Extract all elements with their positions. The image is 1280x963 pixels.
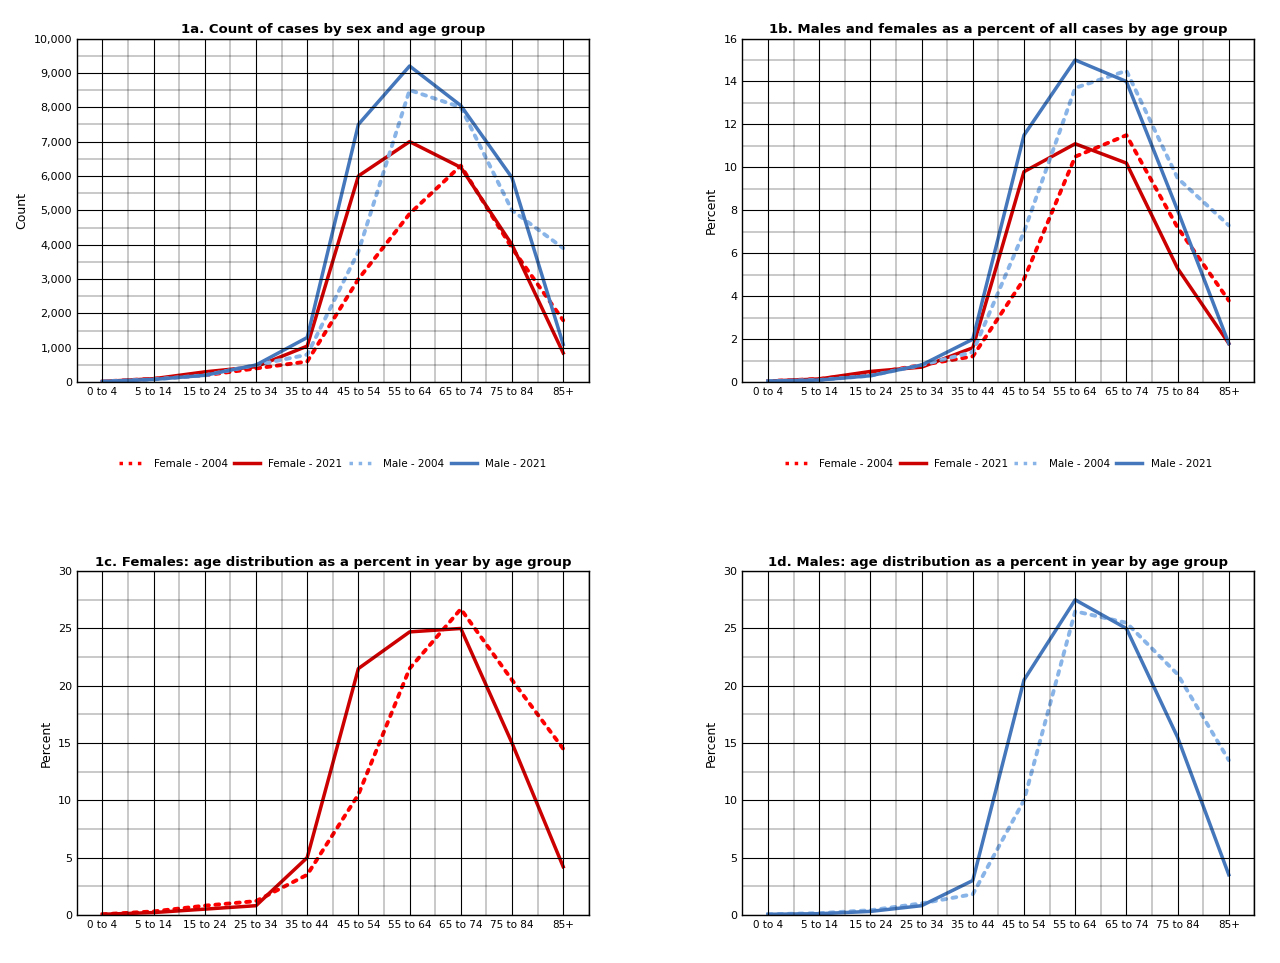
Legend: 2004, 2021: 2004, 2021 <box>248 961 417 963</box>
Title: 1a. Count of cases by sex and age group: 1a. Count of cases by sex and age group <box>180 23 485 36</box>
Legend: Female - 2004, Female - 2021, Male - 2004, Male - 2021: Female - 2004, Female - 2021, Male - 200… <box>781 455 1216 473</box>
Title: 1b. Males and females as a percent of all cases by age group: 1b. Males and females as a percent of al… <box>769 23 1228 36</box>
Legend: 2004, 2021: 2004, 2021 <box>914 961 1083 963</box>
Y-axis label: Percent: Percent <box>705 187 718 234</box>
Title: 1d. Males: age distribution as a percent in year by age group: 1d. Males: age distribution as a percent… <box>768 556 1229 568</box>
Y-axis label: Percent: Percent <box>40 719 52 767</box>
Y-axis label: Percent: Percent <box>705 719 718 767</box>
Legend: Female - 2004, Female - 2021, Male - 2004, Male - 2021: Female - 2004, Female - 2021, Male - 200… <box>115 455 550 473</box>
Title: 1c. Females: age distribution as a percent in year by age group: 1c. Females: age distribution as a perce… <box>95 556 571 568</box>
Y-axis label: Count: Count <box>15 192 28 229</box>
